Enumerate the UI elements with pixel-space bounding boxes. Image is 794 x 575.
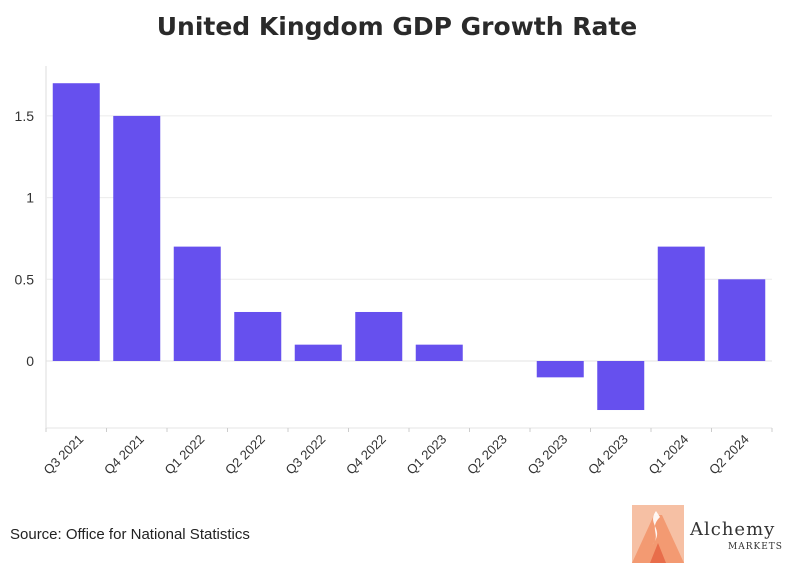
bar <box>173 246 221 361</box>
x-tick-label: Q3 2022 <box>282 432 328 478</box>
y-tick-label: 1.5 <box>15 108 35 124</box>
x-tick-label: Q1 2022 <box>161 432 207 478</box>
source-note: Source: Office for National Statistics <box>10 526 250 543</box>
bar <box>657 246 705 361</box>
chart-title: United Kingdom GDP Growth Rate <box>156 12 638 41</box>
brand-logo: Alchemy MARKETS <box>632 505 788 563</box>
bar <box>234 311 282 361</box>
brand-subtitle: MARKETS <box>728 542 783 552</box>
bar <box>355 311 403 361</box>
y-tick-label: 1 <box>26 190 34 206</box>
bar <box>597 361 645 411</box>
x-tick-label: Q1 2023 <box>403 432 449 478</box>
bar-chart: 0 0.5 1 1.5 Q3 2021 Q4 2021 Q1 2022 Q2 2022 Q3 2… <box>15 66 773 478</box>
bar <box>536 361 584 378</box>
bar <box>415 344 463 361</box>
bar <box>113 115 161 362</box>
bar <box>294 344 342 361</box>
x-tick-label: Q4 2023 <box>585 432 631 478</box>
y-tick-label: 0 <box>26 353 34 369</box>
bar <box>718 279 766 361</box>
alchemy-logo-icon <box>632 505 684 563</box>
x-tick-label: Q3 2023 <box>524 432 570 478</box>
x-tick-label: Q4 2021 <box>101 432 147 478</box>
x-tick-label: Q2 2024 <box>706 432 752 478</box>
brand-name: Alchemy <box>690 519 776 540</box>
x-tick-label: Q2 2023 <box>464 432 510 478</box>
bar <box>52 83 100 361</box>
x-tick-label: Q3 2021 <box>40 432 86 478</box>
x-tick-label: Q4 2022 <box>343 432 389 478</box>
x-tick-label: Q2 2022 <box>222 432 268 478</box>
y-tick-label: 0.5 <box>15 271 35 287</box>
x-tick-label: Q1 2024 <box>645 432 691 478</box>
